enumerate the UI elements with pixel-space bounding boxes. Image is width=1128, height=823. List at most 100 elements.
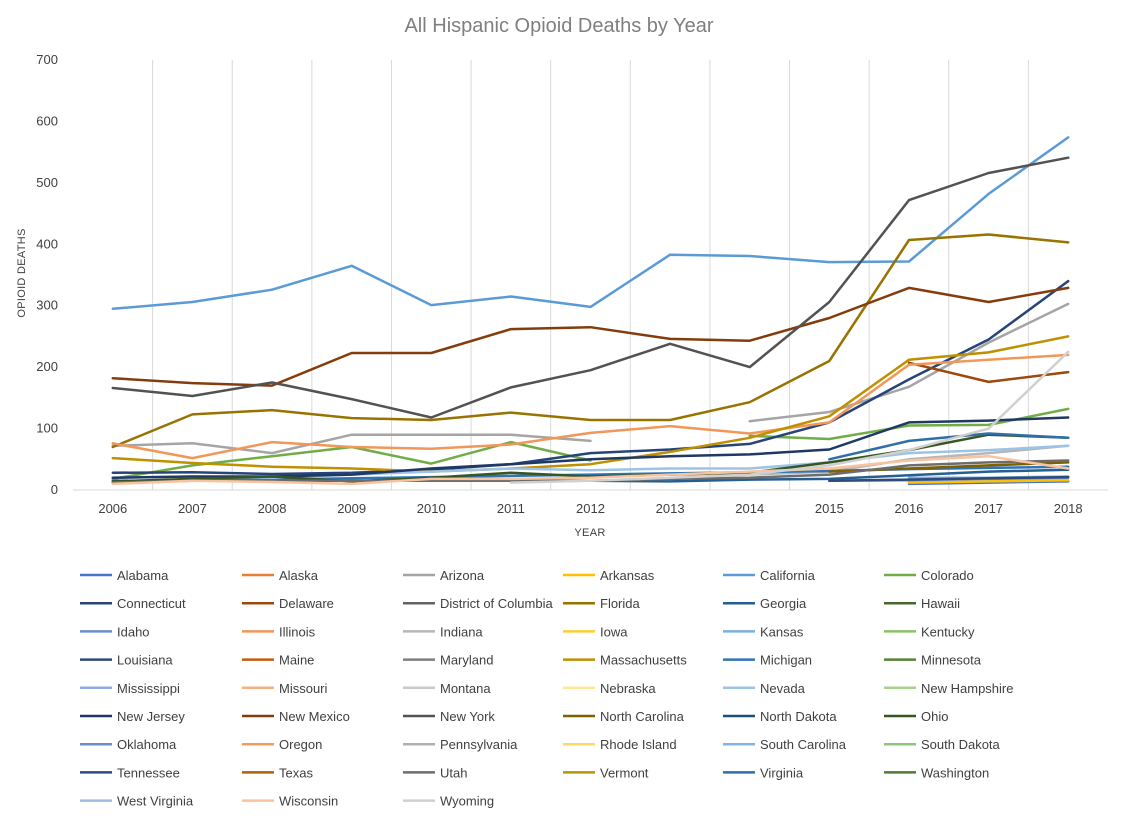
x-tick-label: 2006 [98, 501, 127, 516]
series-line-louisiana [828, 475, 1070, 483]
series-line-massachusetts [111, 335, 1070, 473]
series-line-connecticut [111, 279, 1070, 476]
series-line-new-mexico [111, 286, 1070, 387]
legend-item: Tennessee [80, 765, 180, 780]
legend: Alabama Alaska Arizona Arkansas California Co… [80, 568, 1013, 809]
legend-label: South Dakota [921, 737, 1001, 752]
y-axis-ticks: 0 100 200 300 400 500 600 700 [36, 52, 58, 497]
legend-item: Connecticut [80, 596, 186, 611]
legend-label: District of Columbia [440, 596, 553, 611]
series-line-florida [111, 233, 1070, 449]
series-line-wyoming [509, 350, 1070, 484]
legend-item: Hawaii [884, 596, 960, 611]
legend-item: Michigan [723, 653, 812, 668]
legend-label: Michigan [760, 653, 812, 668]
legend-label: Washington [921, 765, 989, 780]
legend-item: Alaska [242, 568, 319, 583]
legend-label: Illinois [279, 624, 316, 639]
legend-label: Iowa [600, 624, 628, 639]
legend-label: Indiana [440, 624, 483, 639]
legend-item: North Carolina [563, 709, 685, 724]
legend-item: Arizona [403, 568, 485, 583]
series-line-illinois [111, 353, 1070, 460]
legend-label: Alabama [117, 568, 169, 583]
legend-item: South Dakota [884, 737, 1001, 752]
series-line-arkansas [907, 478, 1070, 484]
legend-label: Arizona [440, 568, 485, 583]
legend-item: Pennsylvania [403, 737, 518, 752]
legend-item: Nebraska [563, 681, 656, 696]
legend-label: Nebraska [600, 681, 656, 696]
legend-item: Rhode Island [563, 737, 677, 752]
legend-item: Utah [403, 765, 467, 780]
x-tick-label: 2007 [178, 501, 207, 516]
series-line-new-york [111, 156, 1070, 419]
chart-title: All Hispanic Opioid Deaths by Year [404, 15, 713, 37]
legend-item: Vermont [563, 765, 649, 780]
legend-label: South Carolina [760, 737, 847, 752]
legend-label: New Jersey [117, 709, 185, 724]
legend-item: Texas [242, 765, 313, 780]
series-line-virginia [828, 432, 1070, 461]
legend-label: West Virginia [117, 794, 194, 809]
x-tick-label: 2015 [815, 501, 844, 516]
x-tick-label: 2013 [656, 501, 685, 516]
legend-label: Mississippi [117, 681, 180, 696]
legend-item: Washington [884, 765, 989, 780]
legend-label: New Mexico [279, 709, 350, 724]
y-tick-label: 500 [36, 175, 58, 190]
legend-label: North Carolina [600, 709, 685, 724]
legend-item: Colorado [884, 568, 974, 583]
legend-label: Texas [279, 765, 313, 780]
x-tick-label: 2009 [337, 501, 366, 516]
x-axis-title: YEAR [574, 527, 605, 539]
legend-item: New Jersey [80, 709, 185, 724]
x-tick-label: 2011 [497, 501, 525, 516]
legend-item: Kansas [723, 624, 804, 639]
legend-item: Maine [242, 653, 314, 668]
legend-label: Wyoming [440, 794, 494, 809]
legend-label: Kentucky [921, 624, 975, 639]
legend-label: Rhode Island [600, 737, 677, 752]
legend-label: Wisconsin [279, 794, 338, 809]
grid [73, 60, 1108, 491]
legend-label: Vermont [600, 765, 649, 780]
series-line-arizona [748, 302, 1070, 423]
legend-label: Maine [279, 653, 314, 668]
legend-item: Wisconsin [242, 794, 338, 809]
legend-item: Kentucky [884, 624, 975, 639]
legend-item: District of Columbia [403, 596, 553, 611]
y-tick-label: 100 [36, 421, 58, 436]
legend-label: Pennsylvania [440, 737, 518, 752]
plot-background [73, 60, 1108, 490]
x-tick-label: 2008 [258, 501, 287, 516]
legend-label: Maryland [440, 653, 493, 668]
y-tick-label: 700 [36, 52, 58, 67]
legend-label: Missouri [279, 681, 328, 696]
legend-item: Missouri [242, 681, 328, 696]
legend-item: Alabama [80, 568, 169, 583]
legend-item: Montana [403, 681, 491, 696]
legend-label: Nevada [760, 681, 806, 696]
legend-item: Arkansas [563, 568, 655, 583]
series-lines [111, 136, 1070, 486]
legend-item: Oklahoma [80, 737, 177, 752]
legend-item: Maryland [403, 653, 493, 668]
y-tick-label: 200 [36, 359, 58, 374]
legend-item: Mississippi [80, 681, 180, 696]
legend-item: Ohio [884, 709, 948, 724]
legend-label: Oklahoma [117, 737, 177, 752]
legend-item: Massachusetts [563, 653, 687, 668]
legend-item: California [723, 568, 816, 583]
series-line-delaware [907, 361, 1070, 384]
legend-label: Massachusetts [600, 653, 687, 668]
legend-label: Virginia [760, 765, 804, 780]
legend-label: Utah [440, 765, 467, 780]
legend-label: Connecticut [117, 596, 186, 611]
legend-label: Arkansas [600, 568, 655, 583]
legend-item: Wyoming [403, 794, 494, 809]
legend-item: New York [403, 709, 495, 724]
y-tick-label: 0 [51, 482, 58, 497]
x-tick-label: 2010 [417, 501, 446, 516]
